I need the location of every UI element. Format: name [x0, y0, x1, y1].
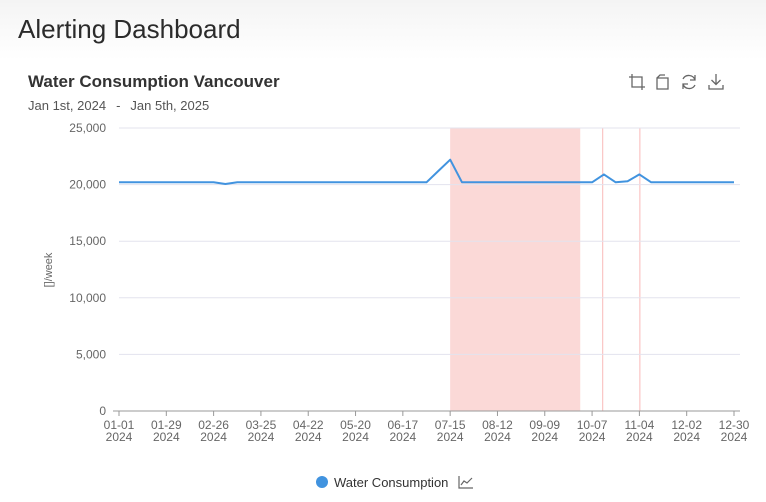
date-range: Jan 1st, 2024- Jan 5th, 2025	[28, 98, 209, 113]
x-tick-label-6: 06-17 2024	[387, 418, 418, 444]
legend[interactable]: Water Consumption	[316, 472, 474, 492]
zoom-reset-icon[interactable]	[653, 72, 673, 92]
date-separator: -	[116, 98, 121, 113]
x-tick-label-8: 08-12 2024	[482, 418, 513, 444]
x-tick-label-7: 07-15 2024	[435, 418, 466, 444]
y-axis: 0 5,000 10,000 15,000 20,000 25,000	[69, 121, 106, 418]
refresh-icon[interactable]	[679, 72, 699, 92]
zoom-icon[interactable]	[627, 72, 647, 92]
x-tick-label-2: 02-26 2024	[198, 418, 229, 444]
line-chart-icon[interactable]	[458, 475, 474, 489]
series-line-0	[119, 158, 734, 185]
y-axis-label: []/week	[43, 252, 55, 287]
legend-label: Water Consumption	[334, 474, 449, 490]
alert-band-0	[450, 128, 581, 411]
x-tick-label-9: 09-09 2024	[529, 418, 560, 444]
page-title: Alerting Dashboard	[18, 14, 241, 44]
y-tick-label-3: 15,000	[69, 234, 106, 248]
y-tick-label-5: 25,000	[69, 121, 106, 135]
x-tick-label-3: 03-25 2024	[246, 418, 277, 444]
legend-marker	[316, 476, 328, 488]
alert-bands	[450, 128, 641, 411]
x-tick-label-11: 11-04 2024	[624, 418, 654, 444]
series-layer	[119, 158, 734, 185]
x-tick-label-0: 01-01 2024	[104, 418, 135, 444]
y-tick-label-0: 0	[99, 404, 106, 418]
x-tick-label-12: 12-02 2024	[671, 418, 702, 444]
alert-band-2	[639, 128, 641, 411]
alert-band-1	[602, 128, 604, 411]
x-tick-label-10: 10-07 2024	[577, 418, 608, 444]
y-tick-label-1: 5,000	[76, 347, 106, 361]
chart-card	[0, 60, 766, 502]
page-header: Alerting Dashboard	[0, 0, 766, 60]
chart-toolbar	[624, 72, 734, 96]
y-tick-label-2: 10,000	[69, 291, 106, 305]
date-from: Jan 1st, 2024	[28, 98, 107, 113]
x-tick-label-1: 01-29 2024	[151, 418, 182, 444]
download-icon[interactable]	[706, 72, 726, 92]
y-tick-label-4: 20,000	[69, 178, 106, 192]
date-to: Jan 5th, 2025	[130, 98, 210, 113]
x-tick-label-5: 05-20 2024	[340, 418, 371, 444]
x-tick-label-4: 04-22 2024	[293, 418, 324, 444]
chart-title: Water Consumption Vancouver	[28, 72, 280, 91]
x-axis: 01-01 2024 01-29 2024 02-26 2024 03-25 2024 04-2…	[104, 410, 750, 444]
x-tick-label-13: 12-30 2024	[719, 418, 750, 444]
grid-lines	[119, 127, 740, 355]
